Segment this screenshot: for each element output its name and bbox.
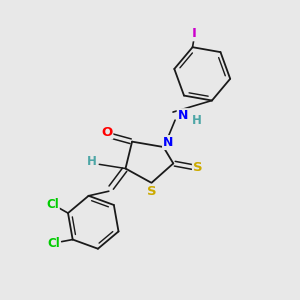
Text: H: H — [192, 114, 202, 127]
Text: I: I — [192, 27, 197, 40]
Text: N: N — [178, 109, 188, 122]
Text: Cl: Cl — [46, 198, 59, 211]
Text: S: S — [147, 185, 157, 198]
Text: H: H — [87, 155, 97, 168]
Text: S: S — [193, 161, 202, 174]
Text: O: O — [101, 126, 112, 139]
Text: Cl: Cl — [47, 237, 60, 250]
Text: N: N — [163, 136, 173, 149]
